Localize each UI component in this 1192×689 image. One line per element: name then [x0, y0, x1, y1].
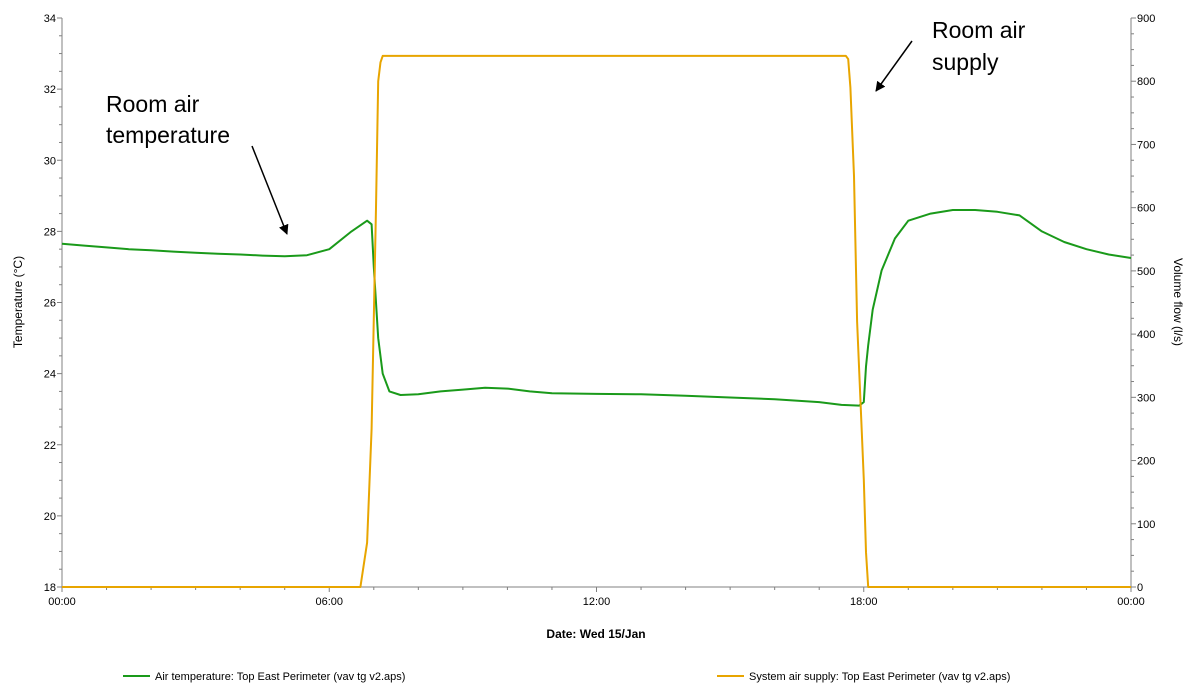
series-layer — [61, 54, 1132, 588]
left-axis-ticks: 18 20 22 24 26 28 30 32 34 — [44, 13, 62, 594]
left-tick-label: 24 — [44, 369, 56, 381]
annotation-arrow — [251, 145, 289, 235]
annotation-room-air-temperature: Room air temperature — [106, 91, 289, 235]
legend-label: Air temperature: Top East Perimeter (vav… — [155, 671, 405, 683]
right-tick-label: 100 — [1137, 519, 1155, 531]
legend-item-system-air-supply: System air supply: Top East Perimeter (v… — [717, 671, 1010, 683]
right-tick-label: 900 — [1137, 13, 1155, 25]
x-axis-ticks: 00:00 06:00 12:00 18:00 00:00 — [48, 587, 1145, 608]
left-tick-label: 34 — [44, 13, 56, 25]
left-axis-title: Temperature (°C) — [11, 256, 25, 348]
annotation-line: Room air — [932, 17, 1026, 43]
left-tick-label: 32 — [44, 84, 56, 96]
right-tick-label: 700 — [1137, 139, 1155, 151]
left-tick-label: 20 — [44, 511, 56, 523]
right-tick-label: 800 — [1137, 76, 1155, 88]
annotation-line: temperature — [106, 122, 230, 148]
legend: Air temperature: Top East Perimeter (vav… — [123, 671, 1010, 683]
left-tick-label: 22 — [44, 440, 56, 452]
annotation-arrow — [875, 40, 913, 92]
annotation-line: supply — [932, 49, 999, 75]
x-tick-label: 18:00 — [850, 596, 878, 608]
right-tick-label: 600 — [1137, 203, 1155, 215]
right-tick-label: 200 — [1137, 456, 1155, 468]
system-air-supply-line — [62, 54, 1131, 588]
right-tick-label: 300 — [1137, 392, 1155, 404]
left-tick-label: 28 — [44, 226, 56, 238]
left-tick-label: 26 — [44, 298, 56, 310]
right-tick-label: 400 — [1137, 329, 1155, 341]
left-tick-label: 18 — [44, 582, 56, 594]
legend-label: System air supply: Top East Perimeter (v… — [749, 671, 1010, 683]
x-tick-label: 06:00 — [315, 596, 343, 608]
right-tick-label: 500 — [1137, 266, 1155, 278]
right-axis-title: Volume flow (l/s) — [1171, 258, 1185, 346]
annotation-room-air-supply: Room air supply — [875, 17, 1026, 92]
plot-area — [61, 18, 1132, 588]
right-axis-ticks: 0 100 200 300 400 500 600 700 800 900 — [1131, 13, 1155, 594]
air-temperature-line — [61, 209, 1132, 407]
left-tick-label: 30 — [44, 155, 56, 167]
x-axis-title: Date: Wed 15/Jan — [546, 627, 645, 641]
annotation-line: Room air — [106, 91, 200, 117]
legend-item-air-temperature: Air temperature: Top East Perimeter (vav… — [123, 671, 405, 683]
right-tick-label: 0 — [1137, 582, 1143, 594]
x-tick-label: 00:00 — [48, 596, 76, 608]
x-tick-label: 12:00 — [583, 596, 611, 608]
x-tick-label: 00:00 — [1117, 596, 1145, 608]
